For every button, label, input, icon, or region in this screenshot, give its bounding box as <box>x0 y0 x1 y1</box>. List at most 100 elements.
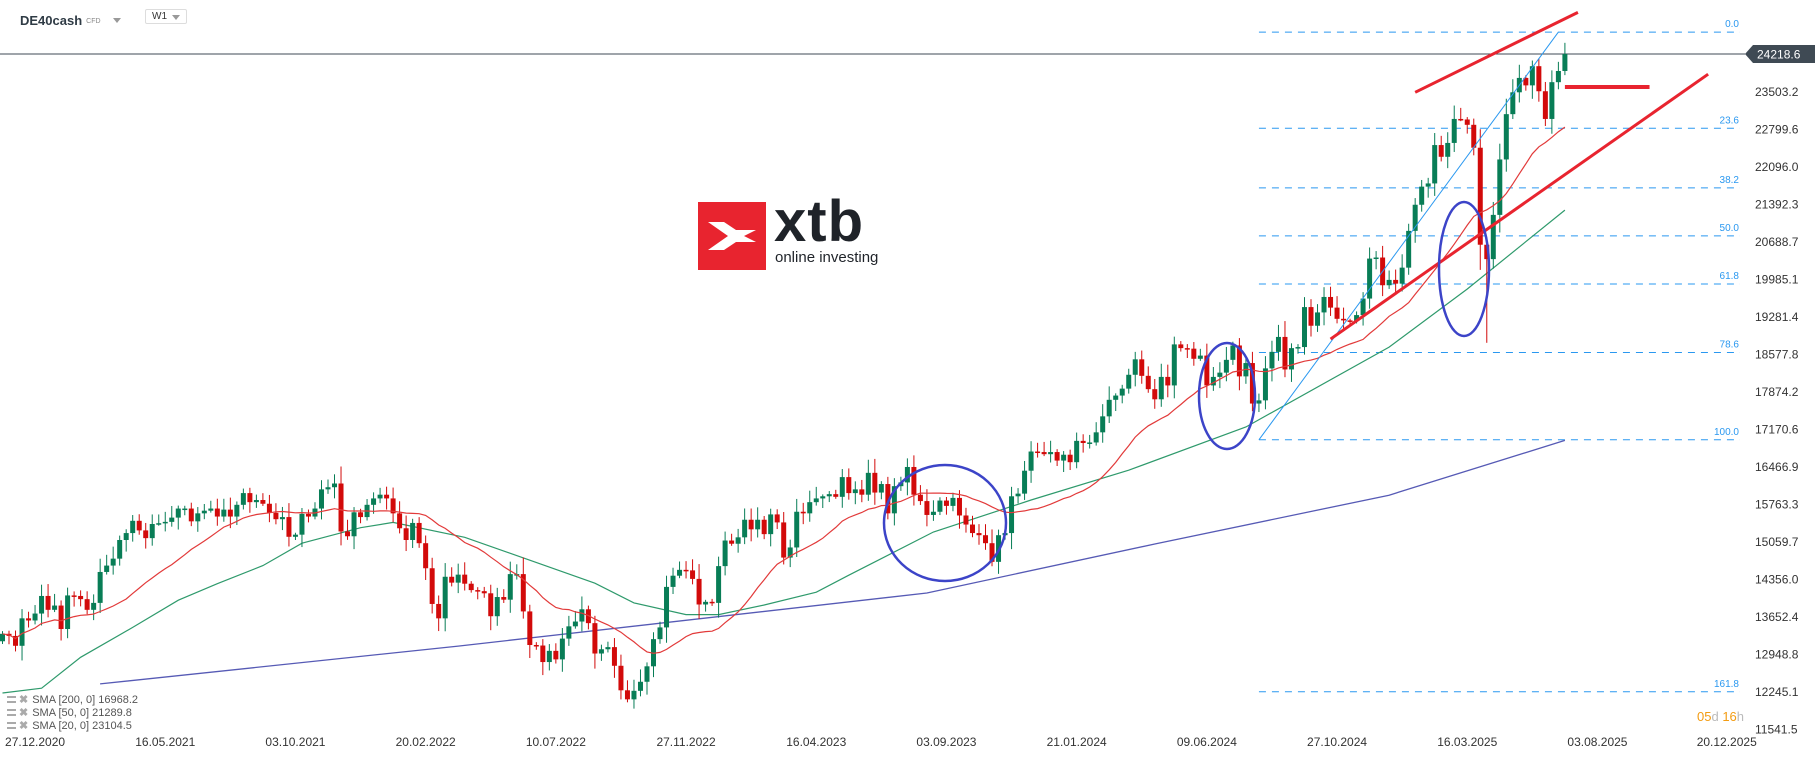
candle-bearish <box>143 530 149 539</box>
close-icon[interactable]: ✖ <box>19 720 29 732</box>
candle-bullish <box>637 681 643 691</box>
candle-bearish <box>1334 307 1340 319</box>
candle-bearish <box>618 665 624 691</box>
candle-bearish <box>1477 147 1483 245</box>
candle-bearish <box>1393 279 1399 284</box>
candle-bearish <box>800 511 806 514</box>
legend-sma20[interactable]: ✖ SMA [20, 0] 23104.5 <box>7 719 132 732</box>
logo-brand: xtb <box>774 189 864 254</box>
settings-icon[interactable] <box>7 696 16 703</box>
candle-bullish <box>1451 118 1457 143</box>
settings-icon[interactable] <box>7 722 16 729</box>
candle-bullish <box>930 511 936 515</box>
candle-bearish <box>488 593 494 617</box>
countdown-hours-unit: h <box>1736 709 1745 724</box>
candle-bullish <box>1028 451 1034 471</box>
settings-icon[interactable] <box>7 709 16 716</box>
candle-bullish <box>1132 359 1138 375</box>
candle-bearish <box>468 583 474 591</box>
candle-bearish <box>45 595 51 610</box>
candle-bullish <box>97 571 103 603</box>
candle-bullish <box>950 497 956 506</box>
candle-bullish <box>234 504 240 517</box>
candle-bullish <box>292 534 298 537</box>
timeframe-select[interactable]: W1 <box>145 9 187 24</box>
candle-bullish <box>377 494 383 499</box>
candle-bearish <box>1184 348 1190 350</box>
x-axis-tick: 03.10.2021 <box>265 735 325 749</box>
candle-bullish <box>677 569 683 576</box>
y-axis-tick: 15763.3 <box>1755 498 1799 512</box>
chevron-down-icon <box>172 15 180 20</box>
candle-bullish <box>1126 374 1132 389</box>
highlight-ellipse <box>1197 341 1257 451</box>
candle-bearish <box>1249 363 1255 404</box>
candle-bullish <box>455 574 461 583</box>
candle-bullish <box>0 633 5 642</box>
candle-bearish <box>963 515 969 525</box>
legend-sma50[interactable]: ✖ SMA [50, 0] 21289.8 <box>7 706 132 719</box>
candle-bullish <box>351 512 357 537</box>
candle-bullish <box>1113 395 1119 400</box>
legend-sma200[interactable]: ✖ SMA [200, 0] 16968.2 <box>7 693 138 706</box>
legend-label: SMA [50, 0] 21289.8 <box>32 706 132 719</box>
symbol-name[interactable]: DE40cash <box>20 12 83 28</box>
candle-bullish <box>1100 416 1106 433</box>
y-axis-tick: 15059.7 <box>1755 535 1799 549</box>
candle-bullish <box>996 535 1002 562</box>
candle-bearish <box>58 605 64 630</box>
candle-bullish <box>865 472 871 495</box>
candle-bullish <box>410 522 416 540</box>
candle-bearish <box>592 623 598 654</box>
candle-bullish <box>1562 54 1568 71</box>
y-axis-tick: 11541.5 <box>1755 723 1798 737</box>
candle-bullish <box>1015 493 1021 497</box>
candle-bullish <box>644 666 650 682</box>
candle-bullish <box>169 517 175 522</box>
candle-bearish <box>917 494 923 502</box>
candle-bullish <box>1445 142 1451 157</box>
candle-bullish <box>162 521 168 524</box>
y-axis-tick: 22799.6 <box>1755 123 1799 137</box>
candle-bullish <box>1197 355 1203 359</box>
candle-bearish <box>761 519 767 535</box>
y-axis-tick: 20688.7 <box>1755 235 1799 249</box>
candle-bearish <box>924 501 930 515</box>
fib-trend-line <box>1258 31 1559 441</box>
candle-bullish <box>1119 388 1125 396</box>
candle-bullish <box>1302 307 1307 348</box>
candle-bullish <box>1360 298 1366 316</box>
candle-bullish <box>371 498 377 505</box>
candle-bearish <box>983 535 989 544</box>
candle-bearish <box>1523 77 1529 86</box>
candle-bearish <box>540 645 546 663</box>
close-icon[interactable]: ✖ <box>19 694 29 706</box>
candle-bearish <box>533 644 539 647</box>
candle-bearish <box>1080 440 1086 443</box>
candle-bearish <box>390 498 396 514</box>
candle-bearish <box>227 509 233 517</box>
candle-bullish <box>1406 230 1412 268</box>
candle-bearish <box>976 533 982 536</box>
candle-bearish <box>696 578 702 605</box>
y-axis-tick: 13652.4 <box>1755 610 1799 624</box>
y-axis-tick: 22096.0 <box>1755 160 1799 174</box>
candle-bullish <box>1555 70 1561 83</box>
trend-channel-upper <box>1414 11 1579 94</box>
instrument-header: DE40cash CFD <box>20 10 121 30</box>
candle-bullish <box>1529 66 1535 86</box>
candle-bearish <box>729 540 735 544</box>
candle-bullish <box>318 489 324 509</box>
x-axis-tick: 09.06.2024 <box>1177 735 1237 749</box>
close-icon[interactable]: ✖ <box>19 707 29 719</box>
candle-bullish <box>904 466 910 483</box>
logo-tagline: online investing <box>775 249 879 266</box>
candle-bearish <box>286 517 292 537</box>
x-axis-tick: 16.05.2021 <box>135 735 195 749</box>
chevron-down-icon[interactable] <box>112 17 121 23</box>
candle-bullish <box>104 565 110 572</box>
y-axis-tick: 12245.1 <box>1755 685 1799 699</box>
candle-bullish <box>735 537 741 544</box>
y-axis-tick: 14356.0 <box>1755 573 1799 587</box>
